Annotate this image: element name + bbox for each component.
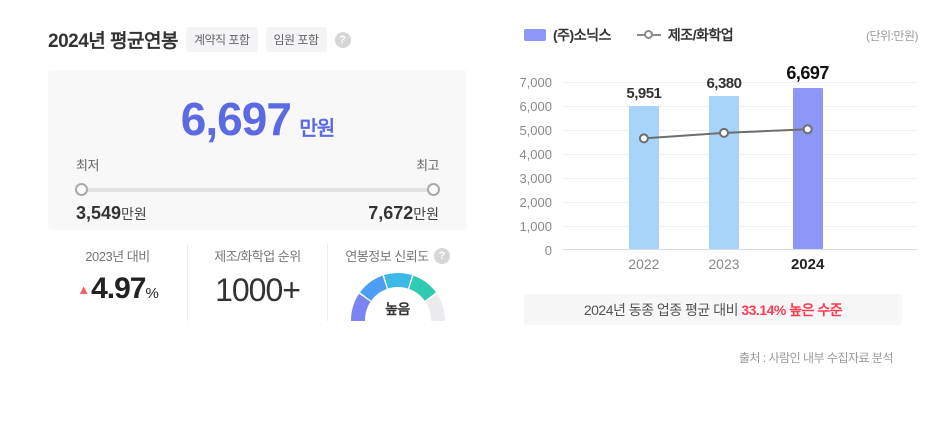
average-salary-amount: 6,697 만원 [76, 92, 439, 146]
badge-contract-included: 계약직 포함 [185, 27, 258, 52]
industry-line-marker-icon [636, 30, 661, 40]
reliability-label-text: 연봉정보 신뢰도 [345, 249, 429, 264]
legend-industry-label: 제조/화학업 [667, 27, 734, 43]
min-salary: 3,549만원 [76, 203, 147, 224]
max-salary-unit: 만원 [413, 206, 439, 222]
rank-label: 제조/화학업 순위 [214, 249, 301, 264]
reliability-value: 높음 [385, 301, 410, 317]
bar-value-label: 5,951 [626, 85, 662, 103]
bar-value-label: 6,380 [706, 74, 742, 92]
reliability-help-icon[interactable]: ? [433, 247, 450, 264]
gridline [562, 130, 918, 131]
min-salary-unit: 만원 [121, 206, 147, 222]
x-tick-2023: 2023 [708, 256, 740, 272]
unit-note: (단위:만원) [866, 28, 919, 43]
up-triangle-icon: ▲ [77, 282, 90, 297]
bar-2022[interactable] [628, 106, 659, 249]
salary-chart-section: (주)소닉스 제조/화학업 (단위:만원) 7,000 6,000 5,000 4,0… [518, 25, 918, 366]
gridline [562, 82, 918, 83]
yoy-label: 2023년 대비 [85, 249, 150, 264]
industry-average-line [638, 124, 813, 144]
average-salary-card: 6,697 만원 최저 최고 3,549만원 7,672만원 [48, 70, 467, 230]
yoy-percent-sign: % [145, 285, 158, 302]
max-salary: 7,672만원 [368, 203, 439, 224]
min-label: 최저 [76, 158, 99, 173]
y-tick-label: 5,000 [519, 123, 552, 138]
plot-area: 5,951 6,380 6,697 [562, 63, 918, 250]
company-swatch-icon [524, 29, 546, 41]
salary-range-slider [75, 183, 440, 197]
chart-legend: (주)소닉스 제조/화학업 (단위:만원) [518, 25, 919, 45]
page-title: 2024년 평균연봉 [48, 31, 178, 52]
y-tick-label: 6,000 [519, 99, 552, 114]
y-tick-label: 3,000 [519, 171, 552, 186]
y-axis: 7,000 6,000 5,000 4,000 3,000 2,000 1,000 0 [518, 75, 562, 258]
gridline [562, 226, 918, 227]
help-icon[interactable]: ? [334, 31, 351, 48]
y-tick-label: 7,000 [519, 75, 552, 90]
line-marker-icon [802, 124, 813, 135]
y-tick-label: 0 [544, 243, 552, 258]
x-tick-2022: 2022 [628, 256, 660, 272]
gridline [562, 178, 918, 179]
badge-executives-included: 임원 포함 [265, 27, 327, 52]
banner-highlight: 33.14% 높은 수준 [741, 301, 843, 318]
section-header: 2024년 평균연봉 계약직 포함 임원 포함 ? [48, 26, 467, 53]
bar-value-label: 6,697 [786, 63, 829, 84]
stat-reliability: 연봉정보 신뢰도 ? 높음 [327, 244, 467, 321]
stat-yoy-change: 2023년 대비 ▲4.97% [48, 244, 187, 321]
line-marker-icon [718, 127, 729, 138]
rank-value: 1000+ [215, 272, 301, 308]
y-tick-label: 4,000 [519, 147, 552, 162]
line-marker-icon [638, 133, 649, 144]
salary-amount-unit: 만원 [299, 118, 335, 140]
bar-2024[interactable] [792, 88, 823, 249]
max-salary-value: 7,672 [368, 203, 414, 223]
banner-prefix: 2024년 동종 업종 평균 대비 [583, 301, 742, 318]
salary-amount-value: 6,697 [180, 93, 292, 145]
yoy-value: ▲4.97% [48, 272, 187, 306]
reliability-label: 연봉정보 신뢰도 ? [328, 246, 467, 265]
bar-2023[interactable] [708, 95, 739, 249]
reliability-gauge: 높음 [350, 273, 445, 321]
yoy-percent: 4.97 [91, 272, 146, 305]
y-tick-label: 1,000 [519, 219, 552, 234]
gridline [562, 202, 918, 203]
salary-bar-chart: 7,000 6,000 5,000 4,000 3,000 2,000 1,000 0 5,9… [518, 63, 918, 258]
x-tick-2024: 2024 [790, 256, 825, 273]
stats-row: 2023년 대비 ▲4.97% 제조/화학업 순위 1000+ 연봉정보 신뢰도… [48, 244, 467, 321]
slider-track [76, 188, 439, 192]
source-note: 출처 : 사람인 내부 수집자료 분석 [738, 351, 894, 365]
stat-industry-rank: 제조/화학업 순위 1000+ [187, 244, 327, 321]
slider-handle-min[interactable] [75, 183, 88, 196]
comparison-banner: 2024년 동종 업종 평균 대비 33.14% 높은 수준 [524, 294, 902, 325]
salary-summary-section: 2024년 평균연봉 계약직 포함 임원 포함 ? 6,697 만원 최저 최고… [48, 26, 467, 321]
salary-range-values: 3,549만원 7,672만원 [76, 203, 439, 224]
y-tick-label: 2,000 [519, 195, 552, 210]
min-salary-value: 3,549 [76, 203, 122, 223]
slider-handle-max[interactable] [427, 183, 440, 196]
legend-company: (주)소닉스 [524, 25, 611, 45]
gridline [562, 106, 918, 107]
max-label: 최고 [416, 158, 439, 173]
legend-industry: 제조/화학업 [611, 25, 734, 45]
gridline [562, 154, 918, 155]
salary-range-labels: 최저 최고 [76, 155, 439, 174]
legend-company-label: (주)소닉스 [553, 27, 611, 43]
x-axis: 2022 2023 2024 [562, 256, 918, 278]
